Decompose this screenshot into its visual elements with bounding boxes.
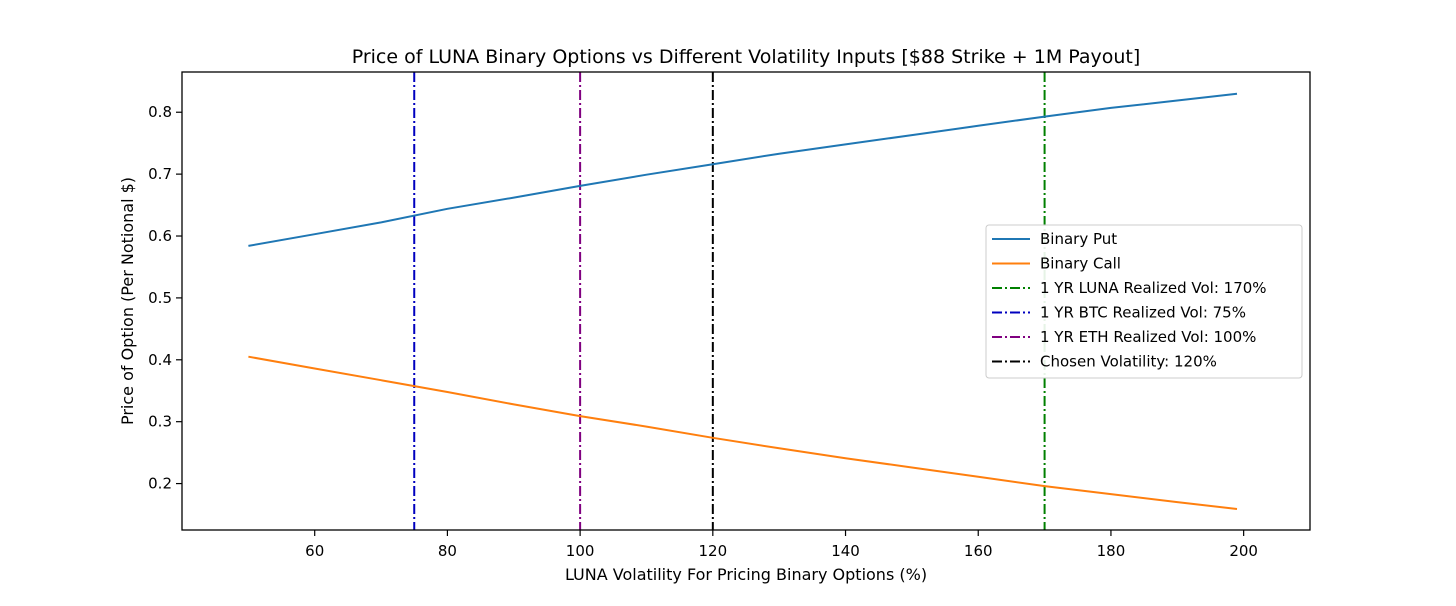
- series-line-1: [248, 355, 1238, 510]
- x-axis: 60 80 100 120 140 160 180 200: [305, 530, 1258, 560]
- legend: Binary Put Binary Call 1 YR LUNA Realized …: [985, 224, 1303, 379]
- legend-label-0: Binary Put: [1040, 230, 1117, 248]
- x-tick-label-3: 120: [699, 542, 728, 560]
- legend-label-5: Chosen Volatility: 120%: [1040, 353, 1217, 371]
- y-axis: 0.2 0.3 0.4 0.5 0.6 0.7 0.8: [148, 103, 182, 493]
- x-tick-label-4: 140: [831, 542, 860, 560]
- legend-label-1: Binary Call: [1040, 255, 1121, 273]
- legend-label-4: 1 YR ETH Realized Vol: 100%: [1040, 328, 1256, 346]
- x-axis-label: LUNA Volatility For Pricing Binary Optio…: [565, 565, 927, 584]
- legend-label-2: 1 YR LUNA Realized Vol: 170%: [1040, 279, 1267, 297]
- x-tick-label-6: 180: [1097, 542, 1126, 560]
- y-axis-label: Price of Option (Per Notional $): [118, 177, 137, 425]
- x-tick-label-1: 80: [438, 542, 457, 560]
- y-tick-label-6: 0.8: [148, 103, 172, 121]
- series-layer: [248, 92, 1238, 510]
- vlines-layer: [413, 72, 1046, 530]
- x-tick-label-2: 100: [566, 542, 595, 560]
- series-line-0: [248, 92, 1238, 247]
- x-tick-label-7: 200: [1229, 542, 1258, 560]
- plot-frame: [181, 71, 1311, 531]
- x-tick-label-5: 160: [964, 542, 993, 560]
- y-tick-label-2: 0.4: [148, 351, 172, 369]
- y-tick-label-5: 0.7: [148, 165, 172, 183]
- legend-label-3: 1 YR BTC Realized Vol: 75%: [1040, 304, 1246, 322]
- chart-title: Price of LUNA Binary Options vs Differen…: [352, 46, 1141, 68]
- legend-box: [985, 224, 1303, 379]
- y-tick-label-4: 0.6: [148, 227, 172, 245]
- y-tick-label-0: 0.2: [148, 475, 172, 493]
- y-tick-label-3: 0.5: [148, 289, 172, 307]
- x-tick-label-0: 60: [305, 542, 324, 560]
- y-tick-label-1: 0.3: [148, 413, 172, 431]
